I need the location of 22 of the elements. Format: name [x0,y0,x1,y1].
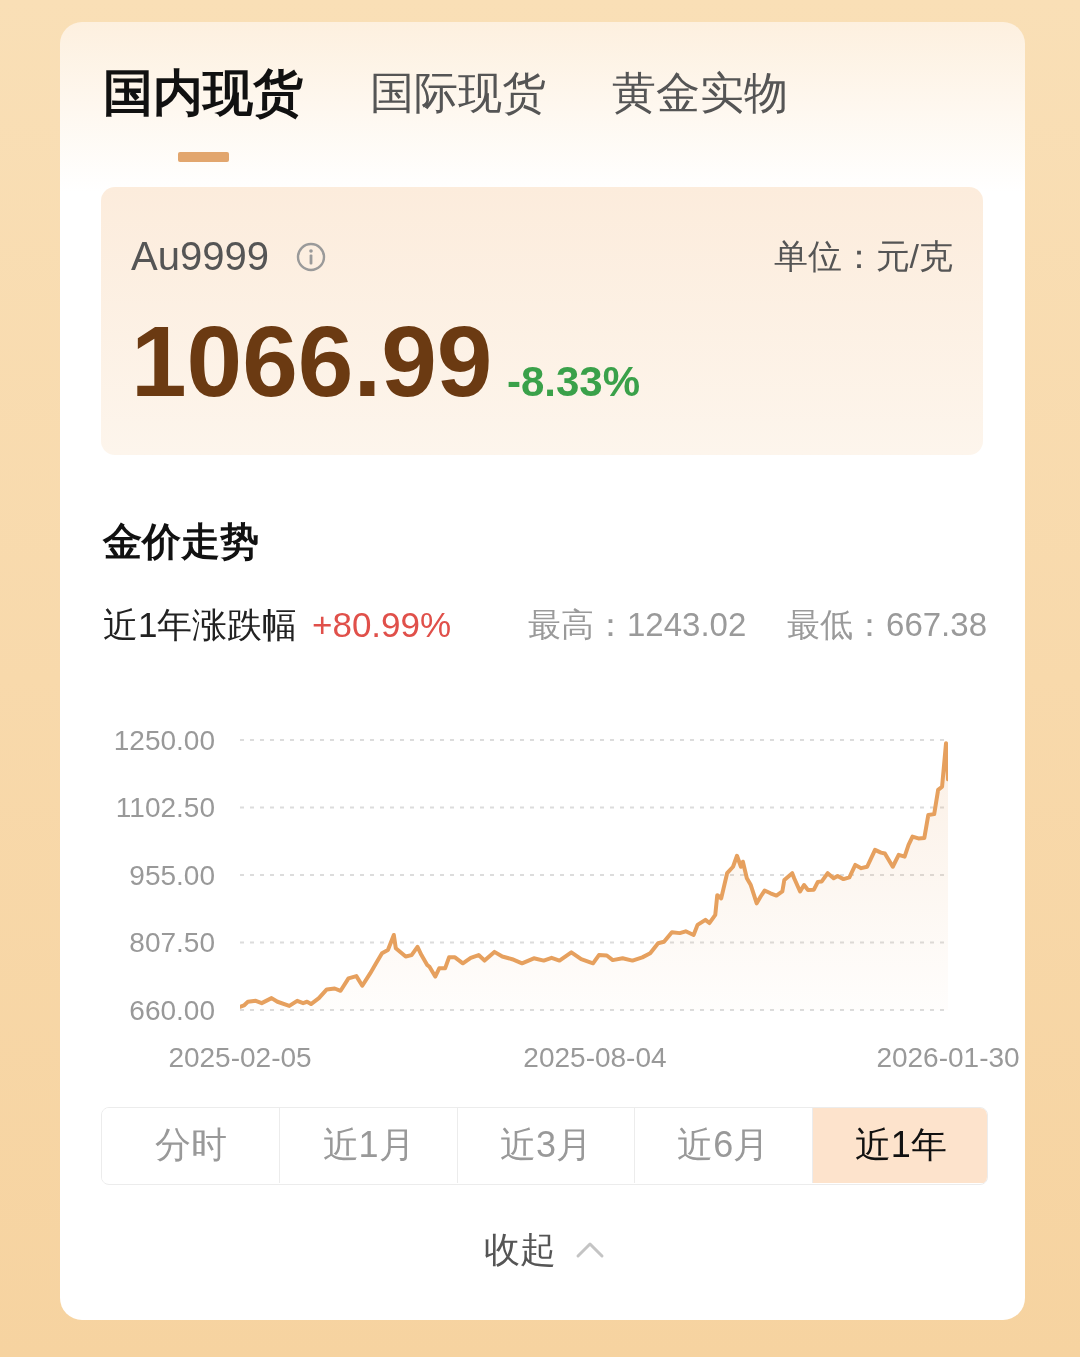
text: 国际现货 [370,68,546,118]
y-tick-label: 807.50 [129,927,215,959]
y-tick-label: 1250.00 [113,724,215,756]
range-button: 近1年 [811,1108,987,1183]
text: +80.99% [312,604,452,644]
text: 收起 [484,1229,556,1271]
chart-title: 金价走势 [103,520,259,563]
y-tick-label: 1102.50 [115,792,215,824]
text: 最高：1243.02 [528,605,747,643]
text: Au9999 [131,234,269,279]
x-tick-label: 2025-02-05 [168,1041,312,1073]
x-tick-label: 2025-08-04 [523,1041,667,1073]
y-tick-label: 955.00 [129,859,215,891]
y-tick-label: 660.00 [129,994,215,1026]
text: 最低：667.38 [787,605,987,643]
text: 黄金实物 [612,68,788,118]
text: 国内现货 [103,65,303,121]
text: 1066.99 [131,305,493,417]
x-tick-label: 2026-01-30 [876,1041,1020,1073]
text: -8.33% [507,358,641,406]
text: 近1年涨跌幅 [103,604,298,644]
text: 单位：元/克 [773,237,953,276]
